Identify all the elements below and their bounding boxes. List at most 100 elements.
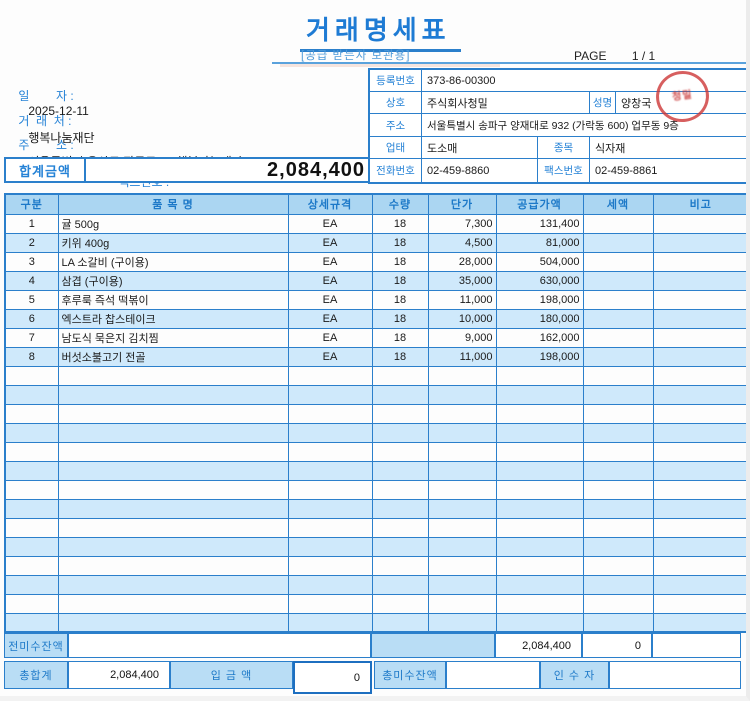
cell-spec xyxy=(287,384,373,405)
header-divider xyxy=(272,62,746,64)
cell-no: 6 xyxy=(4,308,59,329)
scan-artifact xyxy=(280,64,500,67)
cell-qty xyxy=(371,441,429,462)
table-row: 7 남도식 묵은지 김치찜 EA 18 9,000 162,000 xyxy=(4,327,746,348)
cell-name xyxy=(57,517,289,538)
table-row-empty xyxy=(4,517,746,538)
supplier-info-box: 등록번호 373-86-00300 상호 주식회사청밀 성명 양창국 주소 서울… xyxy=(368,68,746,184)
cell-supply: 198,000 xyxy=(495,289,584,310)
cell-supply xyxy=(495,403,584,424)
cell-qty xyxy=(371,365,429,386)
outstanding-label: 총미수잔액 xyxy=(374,661,446,689)
cell-note xyxy=(652,251,746,272)
cell-unit_price xyxy=(427,422,497,443)
cell-unit_price: 4,500 xyxy=(427,232,497,253)
cell-name: LA 소갈비 (구이용) xyxy=(57,251,289,272)
cell-no: 1 xyxy=(4,213,59,234)
cell-name xyxy=(57,555,289,576)
cell-tax xyxy=(582,232,654,253)
table-row-empty xyxy=(4,593,746,614)
cell-qty: 18 xyxy=(371,289,429,310)
cell-name: 후루룩 즉석 떡볶이 xyxy=(57,289,289,310)
items-table-header: 구분 품 목 명 상세규격 수량 단가 공급가액 세액 비고 xyxy=(4,193,746,215)
cell-supply: 504,000 xyxy=(495,251,584,272)
total-amount-value: 2,084,400 xyxy=(267,159,365,181)
supplier-biztype-value: 도소매 xyxy=(422,137,538,158)
col-header-2: 상세규격 xyxy=(287,193,373,215)
supplier-fax-value: 02-459-8861 xyxy=(595,164,658,177)
cell-unit_price: 7,300 xyxy=(427,213,497,234)
cell-spec: EA xyxy=(287,308,373,329)
cell-spec xyxy=(287,441,373,462)
col-header-0: 구분 xyxy=(4,193,59,215)
col-header-7: 비고 xyxy=(652,193,746,215)
cell-qty xyxy=(371,422,429,443)
cell-no: 2 xyxy=(4,232,59,253)
cell-unit_price xyxy=(427,593,497,614)
deposit-label: 입 금 액 xyxy=(170,661,293,689)
cell-spec: EA xyxy=(287,270,373,291)
cell-qty xyxy=(371,536,429,557)
cell-tax xyxy=(582,460,654,481)
cell-supply: 630,000 xyxy=(495,270,584,291)
cell-unit_price xyxy=(427,498,497,519)
cell-note xyxy=(652,289,746,310)
cell-spec xyxy=(287,498,373,519)
cell-qty: 18 xyxy=(371,308,429,329)
cell-tax xyxy=(582,593,654,614)
cell-tax xyxy=(582,536,654,557)
cell-qty xyxy=(371,498,429,519)
cell-spec: EA xyxy=(287,251,373,272)
cell-supply xyxy=(495,536,584,557)
cell-no: 5 xyxy=(4,289,59,310)
cell-qty: 18 xyxy=(371,232,429,253)
cell-name xyxy=(57,384,289,405)
supplier-biztype-row: 업태 도소매 종목 식자재 xyxy=(370,137,746,159)
supplier-item-value: 식자재 xyxy=(595,142,626,155)
supplier-phone-row: 전화번호 02-459-8860 팩스번호 02-459-8861 xyxy=(370,159,746,182)
col-header-6: 세액 xyxy=(582,193,654,215)
grand-total-label: 총합계 xyxy=(4,661,68,689)
cell-supply xyxy=(495,422,584,443)
cell-qty xyxy=(371,574,429,595)
copy-type-note: [공급 받는자 보관용] xyxy=(301,50,411,62)
cell-name xyxy=(57,536,289,557)
cell-tax xyxy=(582,308,654,329)
cell-spec xyxy=(287,536,373,557)
cell-unit_price: 10,000 xyxy=(427,308,497,329)
cell-note xyxy=(652,327,746,348)
cell-spec xyxy=(287,365,373,386)
cell-spec: EA xyxy=(287,232,373,253)
cell-tax xyxy=(582,327,654,348)
cell-spec xyxy=(287,460,373,481)
cell-name xyxy=(57,403,289,424)
cell-name: 남도식 묵은지 김치찜 xyxy=(57,327,289,348)
cell-name: 버섯소불고기 전골 xyxy=(57,346,289,367)
prev-balance-empty-cell xyxy=(68,633,371,658)
cell-unit_price xyxy=(427,460,497,481)
cell-tax xyxy=(582,289,654,310)
cell-qty xyxy=(371,555,429,576)
cell-qty: 18 xyxy=(371,213,429,234)
cell-tax xyxy=(582,574,654,595)
cell-name: 삼겹 (구이용) xyxy=(57,270,289,291)
cell-supply: 198,000 xyxy=(495,346,584,367)
prev-tax-total: 0 xyxy=(582,633,652,658)
supplier-address-label: 주소 xyxy=(370,114,422,136)
cell-name: 키위 400g xyxy=(57,232,289,253)
cell-no: 8 xyxy=(4,346,59,367)
cell-tax xyxy=(582,517,654,538)
col-header-3: 수량 xyxy=(371,193,429,215)
col-header-5: 공급가액 xyxy=(495,193,584,215)
buyer-client-label: 거 래 처 : xyxy=(18,114,72,128)
cell-name xyxy=(57,460,289,481)
cell-qty: 18 xyxy=(371,251,429,272)
cell-note xyxy=(652,365,746,386)
cell-tax xyxy=(582,422,654,443)
cell-note xyxy=(652,517,746,538)
supplier-ceo-label: 성명 xyxy=(590,92,616,113)
cell-note xyxy=(652,555,746,576)
page-indicator: PAGE 1 / 1 xyxy=(574,49,655,63)
cell-tax xyxy=(582,346,654,367)
